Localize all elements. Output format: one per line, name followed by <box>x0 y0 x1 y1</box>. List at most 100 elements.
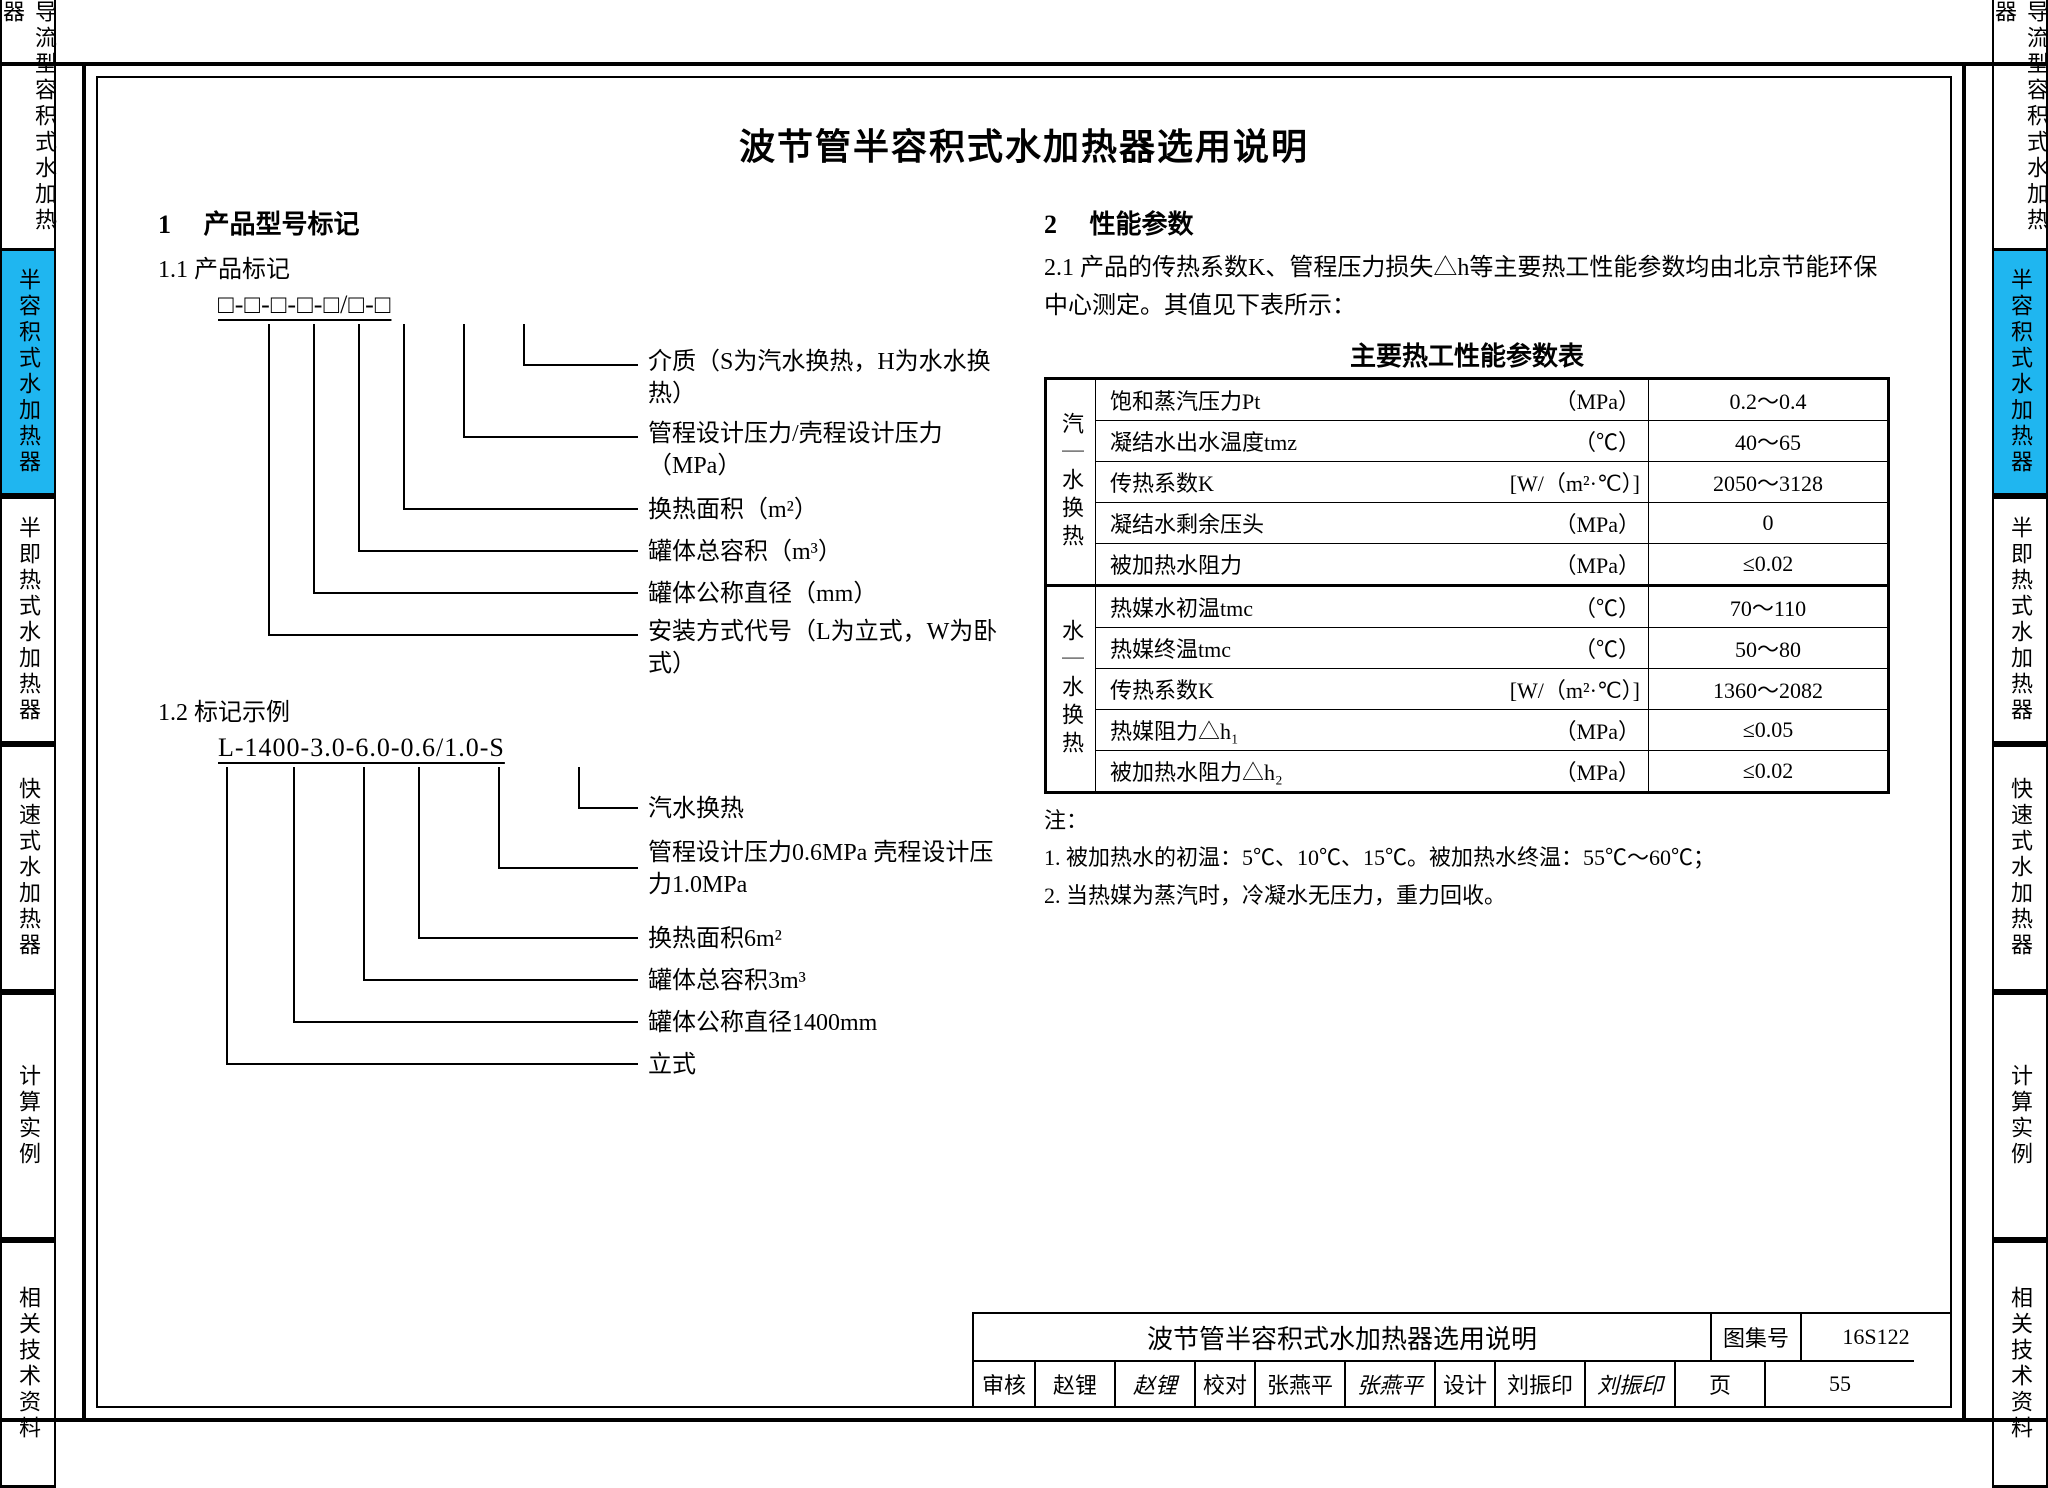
param-value: ≤0.02 <box>1649 750 1889 792</box>
tab-1[interactable]: 导流型容积式水加热器 <box>1992 0 2048 248</box>
param-table: 汽｜水换热饱和蒸汽压力Pt（MPa）0.2～0.4凝结水出水温度tmz（℃）40… <box>1044 377 1890 794</box>
legend-item: 立式 <box>648 1049 696 1081</box>
title-block: 波节管半容积式水加热器选用说明 图集号 16S122 审核 赵锂 赵锂 校对 张… <box>972 1312 1952 1408</box>
param-value: 0.2～0.4 <box>1649 378 1889 420</box>
param-name: 被加热水阻力△h₂（MPa） <box>1096 750 1649 792</box>
note-item: 1. 被加热水的初温：5℃、10℃、15℃。被加热水终温：55℃～60℃； <box>1044 839 1890 876</box>
param-name: 饱和蒸汽压力Pt（MPa） <box>1096 378 1649 420</box>
sub-2-1-no: 2.1 <box>1044 255 1074 281</box>
note-item: 2. 当热媒为蒸汽时，冷凝水无压力，重力回收。 <box>1044 877 1890 914</box>
tab-6[interactable]: 相关技术资料 <box>0 1240 56 1488</box>
table-row: 热媒阻力△h₁（MPa）≤0.05 <box>1046 709 1889 750</box>
table-row: 凝结水出水温度tmz（℃）40～65 <box>1046 420 1889 461</box>
group-header: 水｜水换热 <box>1046 585 1096 792</box>
page-label: 页 <box>1674 1360 1764 1406</box>
table-row: 被加热水阻力（MPa）≤0.02 <box>1046 543 1889 585</box>
right-column: 2 性能参数 2.1 产品的传热系数K、管程压力损失△h等主要热工性能参数均由北… <box>1044 200 1890 1093</box>
set-no-label: 图集号 <box>1710 1314 1800 1360</box>
legend-item: 罐体总容积（m³） <box>648 536 842 568</box>
section-2-1: 2.1 产品的传热系数K、管程压力损失△h等主要热工性能参数均由北京节能环保中心… <box>1044 249 1890 326</box>
legend-item: 管程设计压力/壳程设计压力（MPa） <box>648 418 1004 483</box>
set-no: 16S122 <box>1800 1314 1950 1360</box>
section-1-2-heading: 1.2 标记示例 <box>158 692 1004 727</box>
param-name: 传热系数K[W/（m²·℃）] <box>1096 668 1649 709</box>
design-name: 刘振印 <box>1494 1360 1584 1406</box>
legend-item: 管程设计压力0.6MPa 壳程设计压力1.0MPa <box>648 837 1004 902</box>
param-name: 热媒阻力△h₁（MPa） <box>1096 709 1649 750</box>
legend-item: 介质（S为汽水换热，H为水水换热） <box>648 346 1004 411</box>
model-code-template: □-□-□-□-□/□-□ <box>218 290 391 320</box>
param-value: 0 <box>1649 502 1889 543</box>
param-value: 70～110 <box>1649 585 1889 627</box>
param-name: 传热系数K[W/（m²·℃）] <box>1096 461 1649 502</box>
param-table-title: 主要热工性能参数表 <box>1044 336 1890 373</box>
tab-6[interactable]: 相关技术资料 <box>1992 1240 2048 1488</box>
tab-2[interactable]: 半容积式水加热器 <box>1992 248 2048 496</box>
tab-5[interactable]: 计算实例 <box>0 992 56 1240</box>
tab-strip-left: 导流型容积式水加热器半容积式水加热器半即热式水加热器快速式水加热器计算实例相关技… <box>0 0 56 1488</box>
tab-strip-right: 导流型容积式水加热器半容积式水加热器半即热式水加热器快速式水加热器计算实例相关技… <box>1992 0 2048 1488</box>
audit-name: 赵锂 <box>1034 1360 1114 1406</box>
param-value: ≤0.05 <box>1649 709 1889 750</box>
tab-3[interactable]: 半即热式水加热器 <box>0 496 56 744</box>
model-code-example: L-1400-3.0-6.0-0.6/1.0-S <box>218 733 505 763</box>
edge-bar <box>0 1418 82 1422</box>
group-header: 汽｜水换热 <box>1046 378 1096 585</box>
tab-5[interactable]: 计算实例 <box>1992 992 2048 1240</box>
tab-3[interactable]: 半即热式水加热器 <box>1992 496 2048 744</box>
model-code-example-diagram: L-1400-3.0-6.0-0.6/1.0-S 汽水换热 管程设计压 <box>218 733 1004 1093</box>
section-2-heading: 2 性能参数 <box>1044 204 1890 241</box>
table-row: 热媒终温tmc（℃）50～80 <box>1046 627 1889 668</box>
param-name: 凝结水剩余压头（MPa） <box>1096 502 1649 543</box>
section-1-title: 产品型号标记 <box>204 210 360 239</box>
legend-item: 汽水换热 <box>648 793 744 825</box>
edge-bar <box>1966 1418 2048 1422</box>
tab-2[interactable]: 半容积式水加热器 <box>0 248 56 496</box>
check-name: 张燕平 <box>1254 1360 1344 1406</box>
edge-bar <box>0 62 82 66</box>
drawing-frame: 波节管半容积式水加热器选用说明 1 产品型号标记 1.1 产品标记 □-□-□-… <box>82 62 1966 1422</box>
legend-item: 罐体公称直径（mm） <box>648 578 877 610</box>
audit-signature: 赵锂 <box>1114 1360 1194 1406</box>
audit-label: 审核 <box>974 1360 1034 1406</box>
param-value: ≤0.02 <box>1649 543 1889 585</box>
titleblock-title: 波节管半容积式水加热器选用说明 <box>974 1314 1710 1360</box>
table-row: 凝结水剩余压头（MPa）0 <box>1046 502 1889 543</box>
sub-1-1-title: 产品标记 <box>194 257 290 283</box>
param-value: 40～65 <box>1649 420 1889 461</box>
left-column: 1 产品型号标记 1.1 产品标记 □-□-□-□-□/□-□ <box>158 200 1004 1093</box>
param-value: 2050～3128 <box>1649 461 1889 502</box>
table-row: 被加热水阻力△h₂（MPa）≤0.02 <box>1046 750 1889 792</box>
sub-1-2-title: 标记示例 <box>194 700 290 726</box>
param-name: 热媒终温tmc（℃） <box>1096 627 1649 668</box>
param-table-body: 汽｜水换热饱和蒸汽压力Pt（MPa）0.2～0.4凝结水出水温度tmz（℃）40… <box>1046 378 1889 792</box>
legend-item: 安装方式代号（L为立式，W为卧式） <box>648 616 1004 681</box>
legend-item: 换热面积6m² <box>648 923 782 955</box>
drawing-inner: 波节管半容积式水加热器选用说明 1 产品型号标记 1.1 产品标记 □-□-□-… <box>96 76 1952 1408</box>
param-name: 凝结水出水温度tmz（℃） <box>1096 420 1649 461</box>
section-1-no: 1 <box>158 210 171 239</box>
tab-4[interactable]: 快速式水加热器 <box>0 744 56 992</box>
design-label: 设计 <box>1434 1360 1494 1406</box>
notes-label: 注： <box>1044 802 1890 839</box>
page-title: 波节管半容积式水加热器选用说明 <box>158 118 1890 170</box>
table-row: 传热系数K[W/（m²·℃）]2050～3128 <box>1046 461 1889 502</box>
check-signature: 张燕平 <box>1344 1360 1434 1406</box>
model-code-template-diagram: □-□-□-□-□/□-□ <box>218 290 1004 690</box>
page-no: 55 <box>1764 1360 1914 1406</box>
legend-item: 罐体总容积3m³ <box>648 965 806 997</box>
param-value: 50～80 <box>1649 627 1889 668</box>
table-row: 传热系数K[W/（m²·℃）]1360～2082 <box>1046 668 1889 709</box>
table-row: 水｜水换热热媒水初温tmc（℃）70～110 <box>1046 585 1889 627</box>
design-signature: 刘振印 <box>1584 1360 1674 1406</box>
section-2-no: 2 <box>1044 210 1057 239</box>
table-row: 汽｜水换热饱和蒸汽压力Pt（MPa）0.2～0.4 <box>1046 378 1889 420</box>
check-label: 校对 <box>1194 1360 1254 1406</box>
tab-1[interactable]: 导流型容积式水加热器 <box>0 0 56 248</box>
sub-1-2-no: 1.2 <box>158 700 188 726</box>
sub-1-1-no: 1.1 <box>158 257 188 283</box>
section-1-heading: 1 产品型号标记 <box>158 204 1004 241</box>
param-name: 被加热水阻力（MPa） <box>1096 543 1649 585</box>
edge-bar <box>1966 62 2048 66</box>
tab-4[interactable]: 快速式水加热器 <box>1992 744 2048 992</box>
